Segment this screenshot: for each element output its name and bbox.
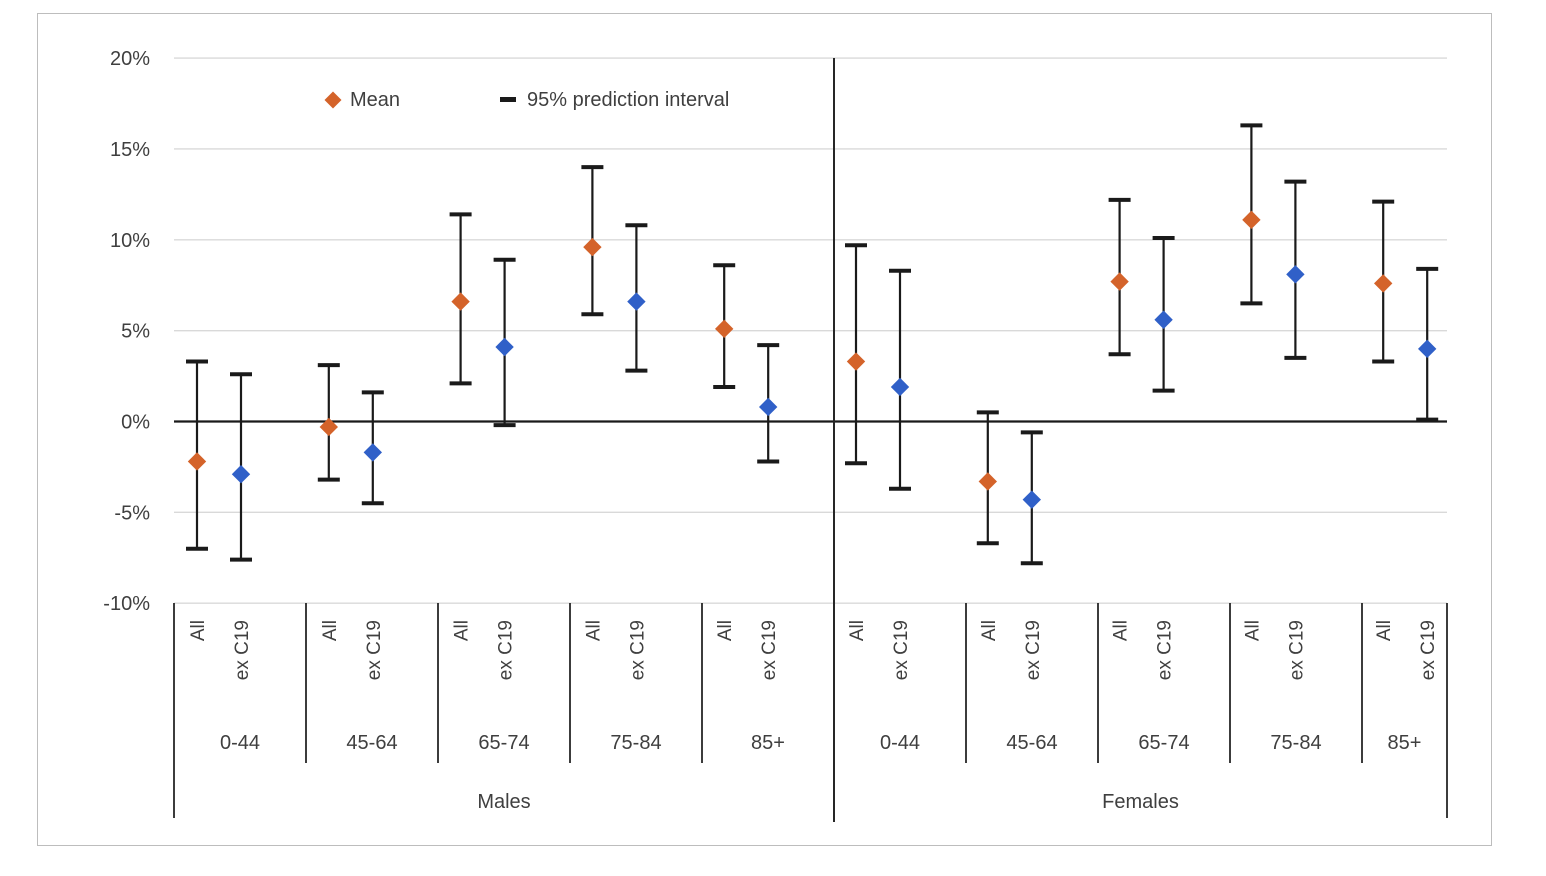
mean-marker-males-65-74-all bbox=[451, 292, 470, 311]
y-tick-label-0-: 0% bbox=[121, 412, 150, 434]
chart-area bbox=[37, 13, 1492, 846]
y-tick-label--10-: -10% bbox=[103, 593, 150, 615]
mean-marker-females-65-74-all bbox=[1110, 272, 1129, 291]
legend-interval-label: 95% prediction interval bbox=[527, 89, 730, 111]
chart-legend: Mean 95% prediction interval bbox=[316, 86, 836, 114]
sex-label-females: Females bbox=[1102, 791, 1179, 813]
series-label-males-65-74-ex-c19: ex C19 bbox=[496, 620, 517, 680]
series-label-females-75-84-all: All bbox=[1242, 620, 1263, 641]
series-label-females-65-74-ex-c19: ex C19 bbox=[1155, 620, 1176, 680]
age-label-females-45-64: 45-64 bbox=[1006, 732, 1057, 754]
mean-marker-females-85plus-all bbox=[1374, 274, 1393, 293]
series-label-females-75-84-ex-c19: ex C19 bbox=[1286, 620, 1307, 680]
series-label-males-65-74-all: All bbox=[452, 620, 473, 641]
mean-marker-males-0-44-all bbox=[187, 452, 207, 471]
mean-marker-females-65-74-ex-c19 bbox=[1154, 310, 1173, 329]
series-label-males-45-64-all: All bbox=[320, 620, 341, 641]
mean-marker-females-75-84-ex-c19 bbox=[1286, 265, 1305, 284]
mean-marker-females-45-64-ex-c19 bbox=[1022, 490, 1041, 509]
sex-label-males: Males bbox=[477, 791, 530, 813]
series-label-males-75-84-all: All bbox=[583, 620, 604, 641]
mean-marker-males-85plus-all bbox=[715, 319, 734, 339]
age-label-females-75-84: 75-84 bbox=[1270, 732, 1321, 754]
age-label-males-45-64: 45-64 bbox=[346, 732, 397, 754]
legend-mean-label: Mean bbox=[350, 89, 401, 111]
interval-dash-icon bbox=[500, 97, 516, 102]
mean-marker-females-75-84-all bbox=[1242, 210, 1261, 230]
age-label-females-0-44: 0-44 bbox=[880, 732, 920, 754]
y-tick-label-10-: 10% bbox=[110, 230, 150, 252]
mean-diamond-icon bbox=[324, 91, 342, 109]
series-label-males-0-44-ex-c19: ex C19 bbox=[232, 620, 253, 680]
series-label-males-85plus-ex-c19: ex C19 bbox=[759, 620, 780, 680]
mean-marker-males-75-84-ex-c19 bbox=[627, 292, 646, 311]
mean-marker-females-0-44-all bbox=[846, 352, 866, 371]
age-label-females-85plus: 85+ bbox=[1388, 732, 1422, 754]
mean-marker-females-0-44-ex-c19 bbox=[890, 377, 910, 397]
series-label-females-85plus-ex-c19: ex C19 bbox=[1418, 620, 1439, 680]
mean-marker-males-65-74-ex-c19 bbox=[495, 337, 514, 357]
mean-marker-males-75-84-all bbox=[583, 237, 602, 257]
series-label-females-45-64-ex-c19: ex C19 bbox=[1023, 620, 1044, 680]
y-tick-label-5-: 5% bbox=[121, 321, 150, 343]
mean-marker-males-45-64-all bbox=[319, 417, 338, 437]
series-label-females-0-44-all: All bbox=[847, 620, 868, 641]
age-label-males-65-74: 65-74 bbox=[478, 732, 529, 754]
series-label-males-45-64-ex-c19: ex C19 bbox=[364, 620, 385, 680]
mean-marker-females-85plus-ex-c19 bbox=[1418, 339, 1437, 359]
mean-marker-females-45-64-all bbox=[978, 472, 997, 491]
series-label-females-45-64-all: All bbox=[979, 620, 1000, 641]
series-label-males-85plus-all: All bbox=[715, 620, 736, 641]
age-label-males-0-44: 0-44 bbox=[220, 732, 260, 754]
series-label-females-65-74-all: All bbox=[1111, 620, 1132, 641]
mean-marker-males-45-64-ex-c19 bbox=[363, 443, 382, 462]
y-tick-label-15-: 15% bbox=[110, 139, 150, 161]
series-label-males-0-44-all: All bbox=[188, 620, 209, 641]
y-tick-label--5-: -5% bbox=[114, 502, 150, 524]
mean-marker-males-0-44-ex-c19 bbox=[231, 465, 251, 484]
age-label-males-85plus: 85+ bbox=[751, 732, 785, 754]
series-label-males-75-84-ex-c19: ex C19 bbox=[627, 620, 648, 680]
y-tick-label-20-: 20% bbox=[110, 48, 150, 70]
mean-marker-males-85plus-ex-c19 bbox=[759, 397, 778, 417]
series-label-females-85plus-all: All bbox=[1374, 620, 1395, 641]
series-label-females-0-44-ex-c19: ex C19 bbox=[891, 620, 912, 680]
age-label-females-65-74: 65-74 bbox=[1138, 732, 1189, 754]
age-label-males-75-84: 75-84 bbox=[610, 732, 661, 754]
